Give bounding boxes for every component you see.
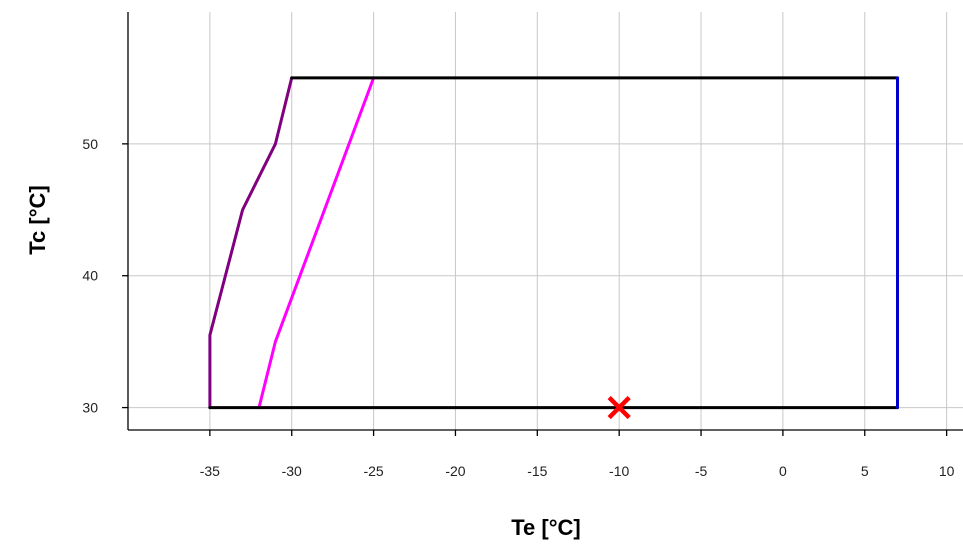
y-tick-label: 50 bbox=[82, 136, 98, 152]
x-tick-label: 0 bbox=[779, 463, 787, 479]
series-line-2 bbox=[257, 76, 376, 410]
x-tick-label: -5 bbox=[695, 463, 708, 479]
marker-group bbox=[607, 395, 631, 420]
x-tick-label: -20 bbox=[445, 463, 465, 479]
x-ticks: -35 -30 -25 -20 -15 -10 -5 0 5 10 bbox=[200, 430, 955, 479]
grid bbox=[128, 12, 963, 430]
y-tick-label: 30 bbox=[82, 400, 98, 416]
axes bbox=[127, 12, 963, 431]
x-tick-label: 5 bbox=[861, 463, 869, 479]
x-tick-label: -25 bbox=[363, 463, 383, 479]
x-axis-title: Te [°C] bbox=[511, 515, 581, 540]
y-ticks: 30 40 50 bbox=[82, 136, 128, 416]
marker-stroke bbox=[607, 395, 631, 420]
x-tick-label: -10 bbox=[609, 463, 629, 479]
x-tick-label: -35 bbox=[200, 463, 220, 479]
operating-point-marker bbox=[607, 395, 631, 420]
x-tick-label: 10 bbox=[939, 463, 955, 479]
series-line-1 bbox=[208, 76, 294, 410]
y-tick-label: 40 bbox=[82, 268, 98, 284]
y-axis-title: Tc [°C] bbox=[25, 185, 50, 255]
x-tick-label: -15 bbox=[527, 463, 547, 479]
x-tick-label: -30 bbox=[282, 463, 302, 479]
series-group bbox=[208, 76, 899, 410]
